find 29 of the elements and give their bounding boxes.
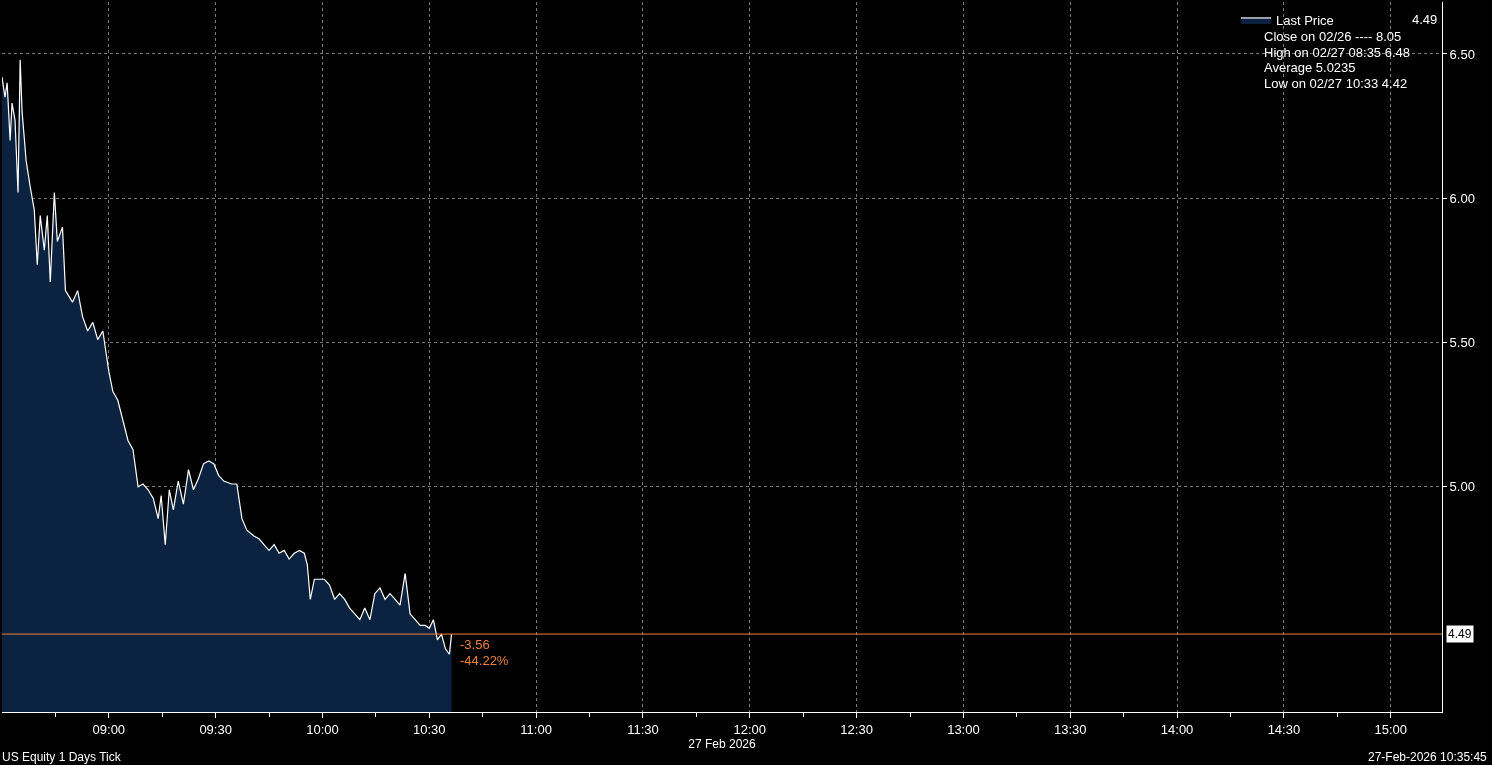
y-tick-label: 5.00 (1449, 479, 1475, 495)
x-axis-title: 27 Feb 2026 (688, 737, 757, 752)
legend-label: Last Price (1276, 13, 1334, 29)
annotation: High on 02/27 08:35 6.48 (1264, 45, 1411, 60)
annotation: -3.56 (460, 637, 490, 652)
x-tick-label: 11:30 (627, 721, 659, 737)
x-tick-label: 10:00 (306, 721, 339, 737)
x-tick-label: 15:00 (1374, 721, 1407, 737)
ref-line-label: 4.49 (1448, 627, 1472, 641)
x-tick-label: 13:00 (947, 721, 980, 737)
x-tick-label: 09:00 (92, 721, 126, 737)
annotation: Average 5.0235 (1264, 60, 1356, 75)
x-tick-label: 13:30 (1053, 721, 1087, 737)
x-tick-label: 09:30 (199, 721, 232, 737)
y-tick-label: 6.50 (1449, 46, 1475, 62)
annotation: -44.22% (460, 653, 509, 668)
text: US Equity 1 Days Tick (2, 750, 122, 764)
annotation: 4.49 (1412, 12, 1438, 27)
x-tick-label: 12:30 (840, 721, 873, 737)
y-tick-label: 6.00 (1449, 190, 1475, 206)
x-tick-label: 12:00 (733, 721, 767, 737)
text: 27-Feb-2026 10:35:45 (1368, 750, 1488, 764)
y-tick-label: 5.50 (1449, 335, 1475, 351)
x-tick-label: 11:00 (520, 721, 552, 737)
annotation: Close on 02/26 ---- 8.05 (1264, 29, 1402, 44)
x-tick-label: 10:30 (413, 721, 446, 737)
x-tick-label: 14:30 (1267, 721, 1301, 737)
x-tick-label: 14:00 (1160, 721, 1194, 737)
annotation: Low on 02/27 10:33 4.42 (1264, 76, 1408, 91)
